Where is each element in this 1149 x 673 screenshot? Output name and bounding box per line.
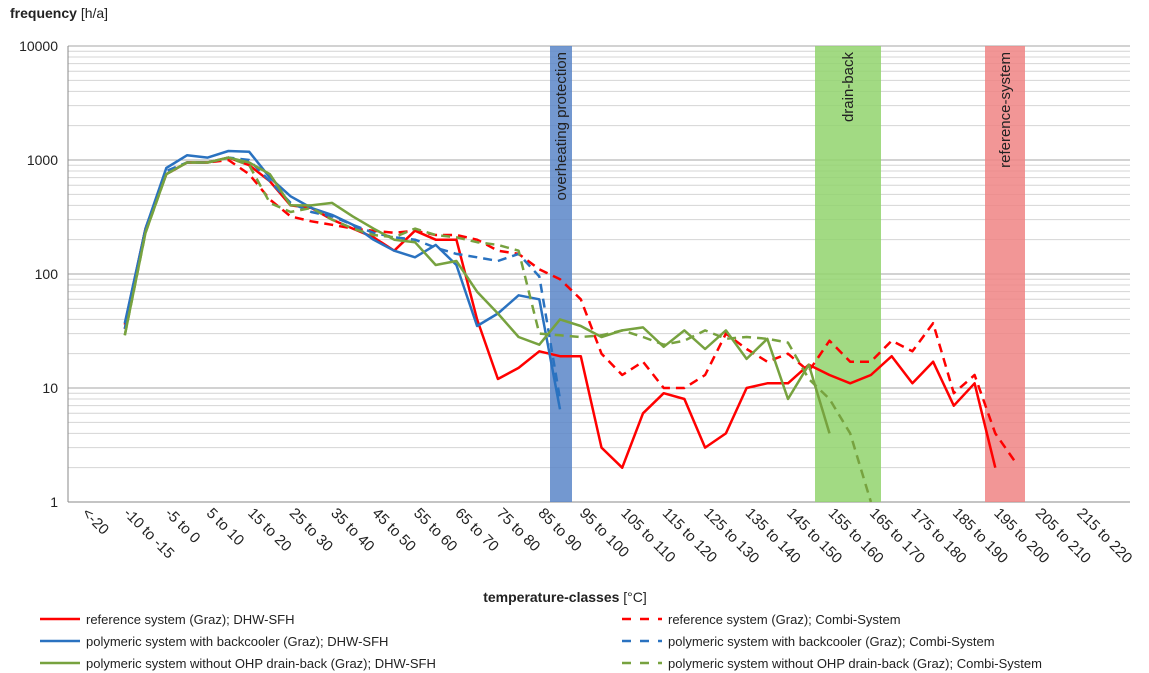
legend-label: polymeric system without OHP drain-back …	[86, 656, 436, 671]
series-line	[123, 158, 1018, 464]
x-axis-label-unit: [°C]	[623, 589, 647, 605]
x-tick-label: 35 to 40	[327, 505, 377, 555]
y-tick-label: 100	[35, 266, 59, 282]
legend-label: polymeric system without OHP drain-back …	[668, 656, 1042, 671]
x-tick-label: 85 to 90	[534, 505, 584, 555]
series-line	[123, 156, 873, 503]
x-tick-label: 15 to 20	[244, 505, 294, 555]
annotation-band	[985, 46, 1025, 502]
x-tick-label: 65 to 70	[452, 505, 502, 555]
series-line	[123, 156, 831, 434]
y-tick-label: 1000	[27, 152, 58, 168]
series-line	[123, 156, 562, 400]
annotation-label: overheating protection	[553, 52, 570, 200]
y-axis-label-unit: [h/a]	[81, 5, 108, 21]
annotation-label: drain-back	[840, 52, 857, 123]
x-tick-label: 55 to 60	[410, 505, 460, 555]
x-axis-label-text: temperature-classes	[483, 589, 619, 605]
x-tick-label: 5 to 10	[203, 505, 247, 549]
y-axis-label: frequency [h/a]	[10, 5, 108, 21]
x-tick-label: 25 to 30	[286, 505, 336, 555]
x-tick-label: 45 to 50	[369, 505, 419, 555]
y-tick-label: 10000	[19, 38, 58, 54]
y-axis-label-text: frequency	[10, 5, 77, 21]
x-axis-label: temperature-classes [°C]	[483, 589, 647, 605]
legend-label: polymeric system with backcooler (Graz);…	[86, 634, 388, 649]
x-tick-label: 75 to 80	[493, 505, 543, 555]
annotation-label: reference-system	[997, 52, 1014, 168]
y-tick-label: 10	[42, 380, 58, 396]
y-tick-label: 1	[50, 494, 58, 510]
x-tick-label: <-20	[79, 505, 113, 539]
legend-label: reference system (Graz); DHW-SFH	[86, 612, 295, 627]
legend-label: polymeric system with backcooler (Graz);…	[668, 634, 995, 649]
legend-label: reference system (Graz); Combi-System	[668, 612, 901, 627]
